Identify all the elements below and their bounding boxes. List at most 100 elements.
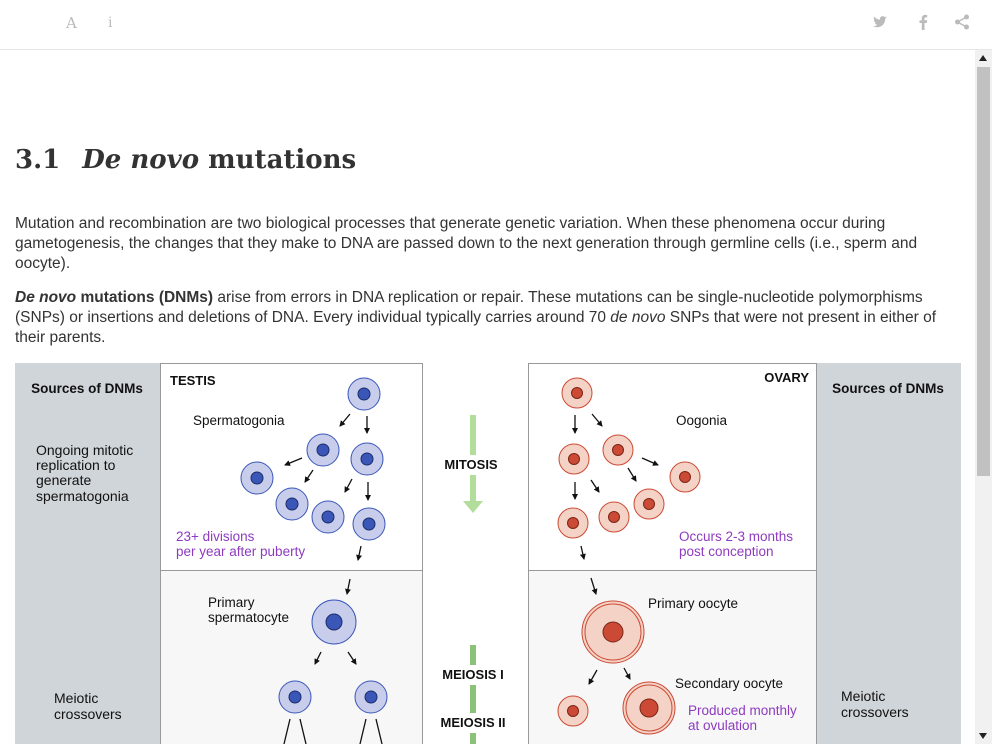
- right-sources-header: Sources of DNMs: [832, 381, 944, 396]
- blue-nucleus: [321, 510, 335, 524]
- left-mitotic-line-4: spermatogonia: [36, 488, 129, 504]
- share-nodes-icon: [955, 14, 969, 30]
- red-nucleus: [567, 705, 579, 717]
- meiosis1-label-bg: [435, 665, 511, 685]
- arrow: [588, 669, 598, 685]
- blue-nucleus: [250, 471, 264, 485]
- red-cell-envelope: [584, 603, 642, 661]
- arrow: [345, 578, 351, 595]
- red-nucleus: [568, 453, 580, 465]
- right-meiotic-line-1: Meiotic: [841, 688, 885, 704]
- left-sources-header: Sources of DNMs: [31, 381, 143, 396]
- dnm-text-b: SNPs that were not present in either of …: [15, 309, 936, 346]
- spermatogonia-cells: [240, 377, 386, 541]
- testis-note-line-1: 23+ divisions: [176, 529, 255, 544]
- division-line: [283, 718, 291, 745]
- oogonia-cells: [557, 377, 701, 539]
- oocyte-cells: [557, 600, 676, 735]
- arrow: [590, 479, 600, 493]
- red-nucleus: [567, 517, 579, 529]
- arrow: [339, 413, 351, 427]
- division-line: [299, 718, 307, 745]
- primary-spermatocyte-line-2: spermatocyte: [208, 610, 289, 625]
- arrow: [623, 667, 631, 680]
- arrow: [356, 545, 362, 561]
- red-nucleus: [643, 498, 655, 510]
- arrow: [591, 413, 603, 427]
- primary-spermatocyte-line-1: Primary: [208, 595, 255, 610]
- scroll-up-arrow[interactable]: [975, 50, 992, 67]
- gametogenesis-figure: Sources of DNMs Sources of DNMs Ongoing …: [15, 363, 961, 748]
- toolbar: A i: [0, 0, 992, 50]
- mitosis-label-bg: [455, 455, 491, 475]
- red-cell-envelope: [625, 684, 673, 732]
- arrow: [641, 457, 659, 466]
- red-nucleus: [602, 621, 624, 643]
- red-nucleus: [612, 444, 624, 456]
- primary-oocyte-label: Primary oocyte: [648, 596, 738, 611]
- arrow: [590, 577, 598, 595]
- meiosis2-label: MEIOSIS II: [440, 715, 505, 730]
- left-sources-panel: [15, 363, 160, 744]
- twitter-bird-icon: [873, 16, 887, 28]
- primary-spermatocyte-cell: [278, 599, 388, 714]
- info-icon[interactable]: i: [108, 15, 113, 31]
- arrow: [579, 545, 586, 560]
- meiosis1-label: MEIOSIS I: [442, 667, 503, 682]
- ovary-label: OVARY: [764, 370, 809, 385]
- share-icon[interactable]: [954, 14, 970, 35]
- right-meiotic-line-2: crossovers: [841, 704, 909, 720]
- ovary-note-line-1: Occurs 2-3 months: [679, 529, 793, 544]
- twitter-icon[interactable]: [872, 14, 888, 35]
- arrow: [304, 469, 314, 483]
- section-number: 3.1: [15, 145, 61, 175]
- oogonia-label: Oogonia: [676, 413, 728, 428]
- left-mitotic-line-3: generate: [36, 472, 91, 488]
- arrow: [284, 457, 303, 466]
- dnm-text-a: arise from errors in DNA replication or …: [15, 289, 923, 326]
- blue-nucleus: [325, 613, 343, 631]
- mitosis-arrow-head: [463, 501, 483, 513]
- left-mitotic-line-2: replication to: [36, 457, 116, 473]
- blue-nucleus: [364, 690, 378, 704]
- blue-nucleus: [362, 517, 376, 531]
- secondary-oocyte-label: Secondary oocyte: [675, 676, 783, 691]
- mitosis-label: MITOSIS: [444, 457, 498, 472]
- right-sources-panel: [816, 363, 961, 744]
- testis-note-line-2: per year after puberty: [176, 544, 305, 559]
- left-meiotic-line-2: crossovers: [54, 706, 122, 722]
- vertical-scrollbar[interactable]: [975, 50, 992, 744]
- section-heading: 3.1 De novo mutations: [15, 145, 356, 175]
- division-line: [375, 718, 383, 745]
- red-nucleus: [608, 511, 620, 523]
- scroll-thumb[interactable]: [977, 67, 990, 476]
- dnm-term-italic: De novo: [15, 289, 77, 306]
- facebook-icon[interactable]: [916, 14, 930, 35]
- section-title-italic: De novo: [82, 145, 200, 175]
- blue-nucleus: [285, 497, 299, 511]
- testis-arrows: [284, 413, 371, 665]
- ovary-note-line-2: post conception: [679, 544, 774, 559]
- scroll-down-arrow[interactable]: [975, 727, 992, 744]
- ovary-arrows: [572, 413, 659, 685]
- red-nucleus: [679, 471, 691, 483]
- ovulation-note-line-2: at ovulation: [688, 718, 757, 733]
- division-line: [359, 718, 367, 745]
- arrow: [627, 467, 637, 482]
- testis-label: TESTIS: [170, 373, 216, 388]
- dnm-term-bold: mutations (DNMs): [76, 289, 214, 306]
- left-meiotic-line-1: Meiotic: [54, 690, 98, 706]
- red-nucleus: [639, 698, 659, 718]
- arrow: [347, 651, 357, 665]
- gametogenesis-diagram: Sources of DNMs Sources of DNMs Ongoing …: [15, 363, 961, 745]
- dnm-text-italic: de novo: [610, 309, 666, 326]
- left-mitotic-line-1: Ongoing mitotic: [36, 442, 133, 458]
- blue-nucleus: [360, 452, 374, 466]
- arrow: [314, 651, 322, 665]
- meiosis-bar: [470, 645, 476, 744]
- blue-nucleus: [288, 690, 302, 704]
- font-settings-icon[interactable]: A: [66, 14, 77, 32]
- meiosis2-label-bg: [435, 713, 511, 733]
- ovulation-note-line-1: Produced monthly: [688, 703, 797, 718]
- testis-meiosis-lines: [283, 718, 383, 745]
